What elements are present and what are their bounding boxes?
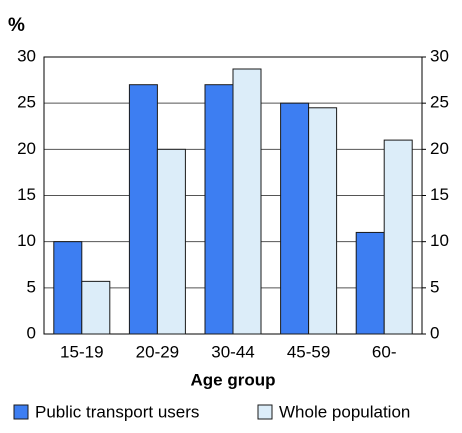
y-tick-label: 5 bbox=[27, 277, 36, 296]
x-tick-label: 15-19 bbox=[60, 342, 103, 361]
y2-tick-label: 30 bbox=[430, 46, 449, 65]
legend-label: Public transport users bbox=[35, 402, 199, 421]
y2-tick-label: 0 bbox=[430, 323, 439, 342]
y2-tick-label: 20 bbox=[430, 139, 449, 158]
y-tick-label: 25 bbox=[17, 93, 36, 112]
y-tick-label: 15 bbox=[17, 185, 36, 204]
legend-swatch bbox=[257, 404, 273, 420]
y-tick-label: 0 bbox=[27, 323, 36, 342]
bar bbox=[232, 68, 262, 335]
y-tick-label: 20 bbox=[17, 139, 36, 158]
y-axis-label: % bbox=[8, 15, 25, 36]
legend-label: Whole population bbox=[279, 402, 410, 421]
bar bbox=[204, 84, 234, 335]
y2-tick-label: 10 bbox=[430, 231, 449, 250]
x-tick-label: 20-29 bbox=[136, 342, 179, 361]
y-tick-label: 10 bbox=[17, 231, 36, 250]
bar bbox=[53, 241, 83, 335]
y2-tick-label: 15 bbox=[430, 185, 449, 204]
bar bbox=[128, 84, 158, 335]
y2-tick-label: 25 bbox=[430, 93, 449, 112]
bar bbox=[308, 107, 338, 335]
x-axis-label: Age group bbox=[191, 370, 276, 389]
x-tick-label: 30-44 bbox=[211, 342, 254, 361]
legend-swatch bbox=[13, 404, 29, 420]
bar bbox=[81, 280, 111, 335]
bar bbox=[355, 231, 385, 335]
x-tick-label: 45-59 bbox=[287, 342, 330, 361]
bar bbox=[156, 148, 186, 335]
x-tick-label: 60- bbox=[372, 342, 397, 361]
y2-tick-label: 5 bbox=[430, 277, 439, 296]
bar bbox=[383, 139, 413, 335]
bar bbox=[280, 102, 310, 335]
y-tick-label: 30 bbox=[17, 46, 36, 65]
